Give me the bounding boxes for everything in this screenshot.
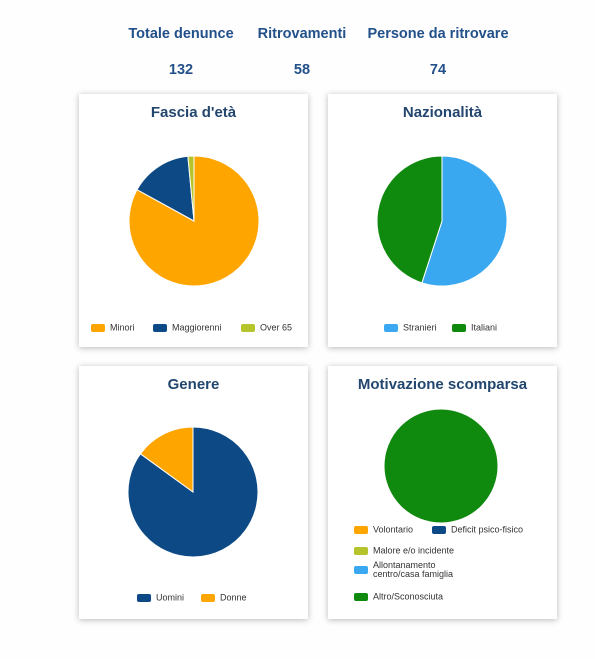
legend-label: Maggiorenni xyxy=(172,322,222,333)
chart-title: Motivazione scomparsa xyxy=(357,376,528,393)
legend-swatch xyxy=(452,323,466,332)
legend-item-maggiorenni[interactable]: Maggiorenni xyxy=(153,322,222,333)
legend-label: Allontanamento centro/casa famiglia xyxy=(373,560,454,579)
legend-item-stranieri[interactable]: Stranieri xyxy=(384,322,437,333)
legend-swatch xyxy=(354,525,368,534)
chart-title: Nazionalità xyxy=(402,104,483,121)
legend-item-deficit-psico-fisico[interactable]: Deficit psico-fisico xyxy=(432,524,523,535)
legend-label: Minori xyxy=(110,322,135,333)
chart-card-motivazione-scomparsa: Motivazione scomparsa Volontario Deficit… xyxy=(328,366,557,619)
pie-slice-minori[interactable] xyxy=(128,155,260,287)
legend-label: Volontario xyxy=(373,524,414,535)
legend-label: Donne xyxy=(220,592,247,603)
stat-value-persone-da-ritrovare: 74 xyxy=(429,62,447,78)
legend-label: Over 65 xyxy=(260,322,293,333)
pie-slice-altro-sconosciuta[interactable] xyxy=(383,408,499,524)
stat-label-ritrovamenti: Ritrovamenti xyxy=(257,26,347,42)
legend-swatch xyxy=(91,323,105,332)
legend-swatch xyxy=(137,593,151,602)
chart-card-genere: Genere Uomini Donne xyxy=(79,366,308,619)
legend-swatch xyxy=(432,525,446,534)
legend-item-malore-incidente[interactable]: Malore e/o incidente xyxy=(354,545,454,556)
pie-chart-fascia-eta[interactable] xyxy=(128,155,260,287)
pie-slice-donne[interactable] xyxy=(139,426,194,493)
legend-label: Malore e/o incidente xyxy=(373,545,455,556)
legend-item-volontario[interactable]: Volontario xyxy=(354,524,413,535)
legend-item-donne[interactable]: Donne xyxy=(201,592,247,603)
chart-legend: Uomini Donne xyxy=(79,592,308,606)
pie-chart-nazionalita[interactable] xyxy=(376,155,508,287)
legend-label: Uomini xyxy=(156,592,185,603)
legend-item-uomini[interactable]: Uomini xyxy=(137,592,184,603)
chart-legend: Volontario Deficit psico-fisico Malore e… xyxy=(328,524,557,606)
stat-value-totale-denunce: 132 xyxy=(168,62,194,78)
chart-card-nazionalita: Nazionalità Stranieri Italiani xyxy=(328,94,557,347)
legend-swatch xyxy=(241,323,255,332)
stat-value-ritrovamenti: 58 xyxy=(293,62,311,78)
chart-legend: Stranieri Italiani xyxy=(328,322,557,336)
legend-swatch xyxy=(201,593,215,602)
legend-swatch xyxy=(354,592,368,601)
chart-title: Genere xyxy=(167,376,220,393)
legend-item-altro-sconosciuta[interactable]: Altro/Sconosciuta xyxy=(354,591,443,602)
legend-label: Italiani xyxy=(471,322,498,333)
legend-swatch xyxy=(153,323,167,332)
pie-slice-stranieri[interactable] xyxy=(421,155,508,287)
legend-item-italiani[interactable]: Italiani xyxy=(452,322,497,333)
pie-slice-maggiorenni[interactable] xyxy=(136,155,195,222)
legend-swatch xyxy=(354,566,368,574)
pie-slice-over-65[interactable] xyxy=(187,155,195,222)
pie-slice-italiani[interactable] xyxy=(376,155,443,284)
legend-item-minori[interactable]: Minori xyxy=(91,322,135,333)
stat-label-totale-denunce: Totale denunce xyxy=(128,26,234,42)
legend-label: Stranieri xyxy=(403,322,437,333)
legend-swatch xyxy=(384,323,398,332)
pie-chart-genere[interactable] xyxy=(127,426,259,558)
pie-chart-motivazione-scomparsa[interactable] xyxy=(383,408,499,524)
legend-swatch xyxy=(354,546,368,555)
stat-label-persone-da-ritrovare: Persone da ritrovare xyxy=(367,26,509,42)
legend-label: Altro/Sconosciuta xyxy=(373,591,444,602)
chart-legend: Minori Maggiorenni Over 65 xyxy=(79,322,308,336)
pie-slice-uomini[interactable] xyxy=(127,426,259,558)
legend-item-over-65[interactable]: Over 65 xyxy=(241,322,292,333)
legend-item-allontanamento[interactable]: Allontanamento centro/casa famiglia xyxy=(354,561,453,579)
chart-title: Fascia d'età xyxy=(150,104,237,121)
chart-card-fascia-eta: Fascia d'età Minori Maggiorenni Over 65 xyxy=(79,94,308,347)
legend-label: Deficit psico-fisico xyxy=(451,524,524,535)
summary-stats: Totale denunce Ritrovamenti Persone da r… xyxy=(0,0,595,90)
